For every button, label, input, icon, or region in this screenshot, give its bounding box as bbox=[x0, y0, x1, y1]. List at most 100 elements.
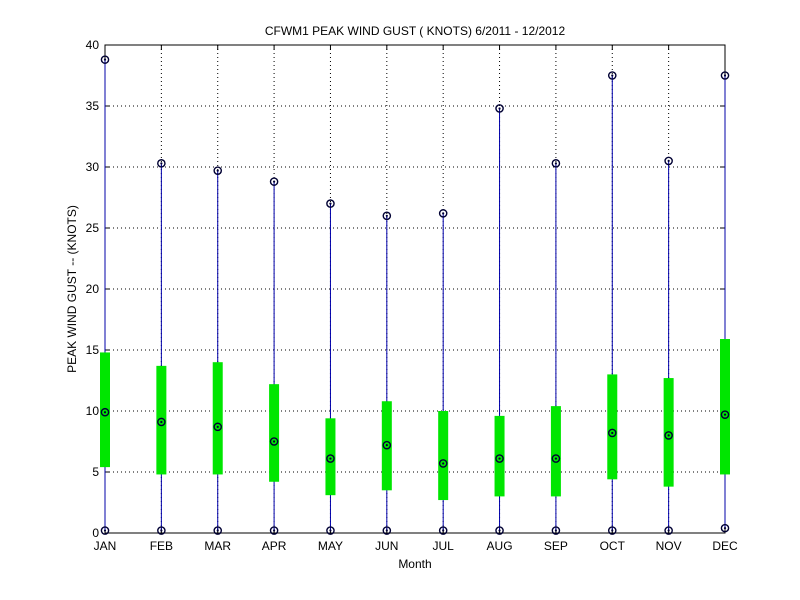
x-tick-label: AUG bbox=[487, 539, 513, 553]
median-marker-may bbox=[326, 454, 335, 463]
iqr-box-feb bbox=[156, 365, 167, 475]
x-tick-label: APR bbox=[262, 539, 287, 553]
max-marker-mar bbox=[213, 166, 223, 175]
marker-ring bbox=[100, 55, 110, 64]
y-tick-label: 40 bbox=[86, 38, 100, 52]
median-marker-aug bbox=[495, 454, 504, 463]
median-marker-jul bbox=[438, 459, 448, 468]
min-marker-dec bbox=[720, 523, 730, 533]
min-marker-mar bbox=[213, 526, 223, 535]
marker-dot bbox=[723, 413, 727, 416]
iqr-box-oct bbox=[607, 374, 618, 480]
marker-ring bbox=[438, 526, 448, 535]
iqr-box-dec bbox=[720, 339, 730, 475]
max-marker-jun bbox=[382, 211, 392, 221]
marker-ring bbox=[607, 71, 617, 80]
marker-ring bbox=[157, 417, 166, 427]
marker-dot bbox=[103, 58, 107, 61]
marker-dot bbox=[272, 440, 276, 443]
marker-dot bbox=[554, 457, 558, 460]
x-tick-label: MAY bbox=[318, 539, 343, 553]
marker-dot bbox=[611, 431, 614, 435]
max-marker-oct bbox=[607, 71, 617, 80]
x-tick-label: JAN bbox=[94, 539, 117, 553]
marker-dot bbox=[554, 529, 558, 532]
marker-ring bbox=[269, 526, 279, 535]
tick-layer: 0 5 10 15 20 25 30 35 40 JAN FEB MAR APR MAY JUN JUL AUG… bbox=[86, 38, 738, 553]
marker-dot bbox=[103, 411, 107, 414]
marker-ring bbox=[720, 71, 730, 80]
marker-dot bbox=[667, 529, 670, 532]
marker-dot bbox=[723, 527, 727, 530]
marker-ring bbox=[720, 410, 730, 419]
iqr-box-mar bbox=[212, 362, 223, 475]
marker-ring bbox=[326, 199, 335, 208]
max-marker-feb bbox=[157, 159, 166, 168]
marker-ring bbox=[326, 526, 335, 535]
max-marker-apr bbox=[269, 177, 279, 186]
min-marker-nov bbox=[664, 526, 673, 535]
max-marker-aug bbox=[495, 104, 504, 113]
x-tick-label: FEB bbox=[150, 539, 173, 553]
median-marker-jan bbox=[100, 407, 110, 417]
min-marker-jun bbox=[382, 526, 392, 535]
marker-dot bbox=[442, 462, 445, 465]
marker-dot bbox=[272, 529, 276, 532]
marker-dot bbox=[329, 202, 332, 205]
marker-dot bbox=[667, 159, 670, 162]
y-tick-label: 30 bbox=[86, 160, 100, 174]
marker-dot bbox=[160, 529, 163, 532]
iqr-box-sep bbox=[550, 406, 561, 497]
median-marker-oct bbox=[607, 428, 617, 438]
max-marker-jan bbox=[100, 55, 110, 64]
min-marker-aug bbox=[495, 526, 504, 535]
marker-ring bbox=[269, 437, 279, 446]
max-marker-nov bbox=[664, 156, 673, 166]
max-marker-sep bbox=[551, 159, 561, 168]
marker-ring bbox=[326, 454, 335, 463]
marker-ring bbox=[157, 159, 166, 168]
x-tick-label: OCT bbox=[600, 539, 626, 553]
iqr-box-aug bbox=[494, 415, 505, 497]
iqr-box-may bbox=[325, 418, 336, 496]
marker-dot bbox=[160, 162, 163, 165]
marker-dot bbox=[385, 444, 388, 447]
y-tick-label: 20 bbox=[86, 282, 100, 296]
marker-ring bbox=[100, 526, 110, 535]
marker-ring bbox=[382, 440, 392, 450]
marker-ring bbox=[551, 159, 561, 168]
min-marker-may bbox=[326, 526, 335, 535]
marker-ring bbox=[720, 523, 730, 533]
marker-dot bbox=[385, 214, 388, 217]
marker-ring bbox=[551, 526, 561, 535]
median-marker-apr bbox=[269, 437, 279, 446]
marker-ring bbox=[213, 526, 223, 535]
marker-ring bbox=[382, 211, 392, 221]
max-marker-may bbox=[326, 199, 335, 208]
chart-title: CFWM1 PEAK WIND GUST ( KNOTS) 6/2011 - 1… bbox=[265, 24, 566, 38]
y-tick-label: 35 bbox=[86, 99, 100, 113]
min-marker-oct bbox=[607, 526, 617, 535]
marker-dot bbox=[216, 169, 219, 172]
data-layer bbox=[100, 55, 730, 535]
x-tick-label: MAR bbox=[204, 539, 231, 553]
marker-ring bbox=[664, 156, 673, 166]
marker-ring bbox=[438, 209, 448, 218]
median-marker-dec bbox=[720, 410, 730, 419]
marker-ring bbox=[100, 407, 110, 417]
marker-ring bbox=[213, 422, 223, 432]
x-tick-label: JUN bbox=[375, 539, 398, 553]
median-marker-sep bbox=[551, 454, 561, 463]
x-tick-label: SEP bbox=[544, 539, 568, 553]
marker-dot bbox=[216, 425, 219, 428]
y-tick-label: 5 bbox=[92, 465, 99, 479]
median-marker-mar bbox=[213, 422, 223, 432]
marker-dot bbox=[611, 74, 614, 77]
marker-dot bbox=[216, 529, 219, 532]
median-marker-jun bbox=[382, 440, 392, 450]
marker-dot bbox=[442, 212, 445, 215]
y-tick-label: 10 bbox=[86, 404, 100, 418]
marker-dot bbox=[611, 529, 614, 532]
median-marker-nov bbox=[664, 431, 673, 440]
